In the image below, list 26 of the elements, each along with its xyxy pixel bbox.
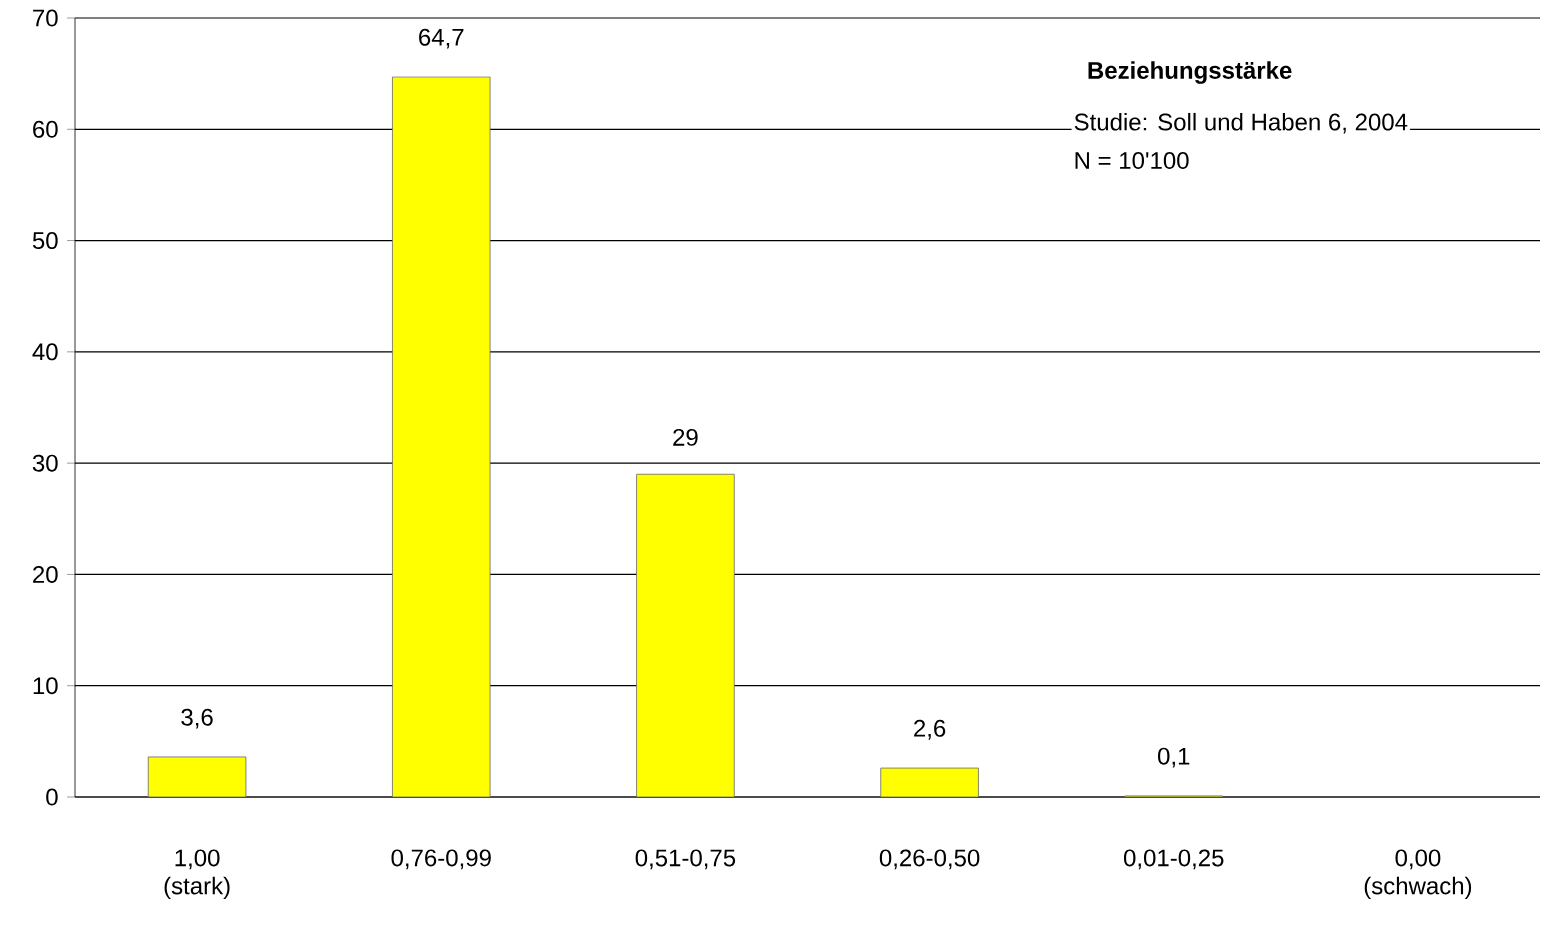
data-label: 64,7 xyxy=(419,28,464,49)
bar xyxy=(880,767,979,797)
bar xyxy=(147,756,247,797)
data-label: 2,6 xyxy=(914,719,946,740)
bar xyxy=(636,473,735,797)
x-tick-label: 0,51-0,75 xyxy=(635,849,736,870)
bar xyxy=(392,76,491,797)
y-tick-label: 30 xyxy=(32,454,58,472)
data-label: 3,6 xyxy=(181,708,213,729)
x-tick-label: 0,00 (schwach) xyxy=(1364,849,1472,900)
data-label: 29 xyxy=(673,428,698,446)
x-tick-label: 0,26-0,50 xyxy=(879,849,980,870)
y-tick-label: 0 xyxy=(46,788,58,806)
annotation: Studie: Soll und Haben 6, 2004 xyxy=(1074,112,1408,134)
x-tick-label: 0,76-0,99 xyxy=(391,849,491,870)
x-tick-label: 1,00 (stark) xyxy=(164,849,230,900)
data-label: 0,1 xyxy=(1158,747,1190,768)
text: Beziehungsstärke xyxy=(1088,61,1292,84)
x-tick-label: 0,01-0,25 xyxy=(1123,849,1224,870)
y-tick-label: 60 xyxy=(33,120,58,138)
y-tick-label: 40 xyxy=(32,343,58,361)
y-tick-label: 20 xyxy=(33,565,58,583)
y-tick-label: 50 xyxy=(32,232,58,250)
y-tick-label: 10 xyxy=(33,677,58,695)
y-tick-label: 70 xyxy=(33,9,58,27)
annotation: N = 10'100 xyxy=(1075,152,1189,170)
